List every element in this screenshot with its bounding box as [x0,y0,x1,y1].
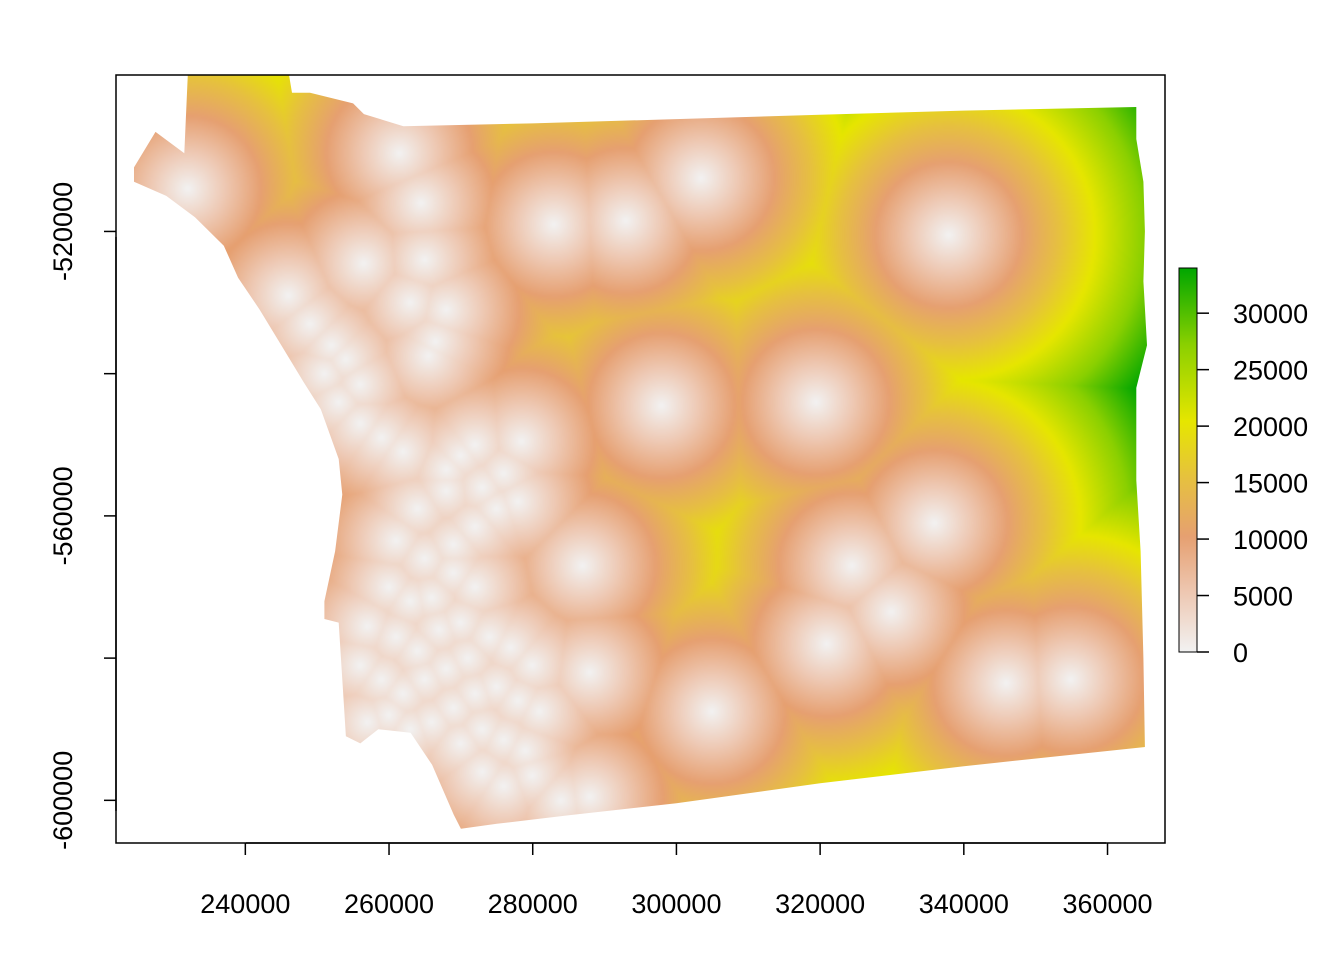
color-legend: 0 5000 10000 15000 20000 25000 30000 [1178,267,1308,668]
x-tick-label: 260000 [344,889,434,919]
y-tick-label: -560000 [48,466,78,565]
x-tick-label: 360000 [1062,889,1152,919]
x-tick-label: 320000 [775,889,865,919]
raster-layer [134,75,1147,829]
x-tick-label: 300000 [631,889,721,919]
colorbar-tick-label: 20000 [1233,412,1308,442]
colorbar [1178,267,1198,653]
colorbar-tick-label: 25000 [1233,356,1308,386]
colorbar-tick-label: 10000 [1233,525,1308,555]
distance-raster [134,75,1147,829]
x-tick-label: 280000 [488,889,578,919]
colorbar-tick-label: 5000 [1233,582,1293,612]
y-tick-label: -520000 [48,182,78,281]
colorbar-tick-label: 15000 [1233,469,1308,499]
colorbar-tick-label: 30000 [1233,299,1308,329]
colorbar-tick-label: 0 [1233,638,1248,668]
y-axis: -520000 -560000 -600000 [48,182,117,850]
x-axis: 240000 260000 280000 300000 320000 340000 3600… [200,842,1153,919]
x-tick-label: 340000 [919,889,1009,919]
x-tick-label: 240000 [200,889,290,919]
y-tick-label: -600000 [48,751,78,850]
